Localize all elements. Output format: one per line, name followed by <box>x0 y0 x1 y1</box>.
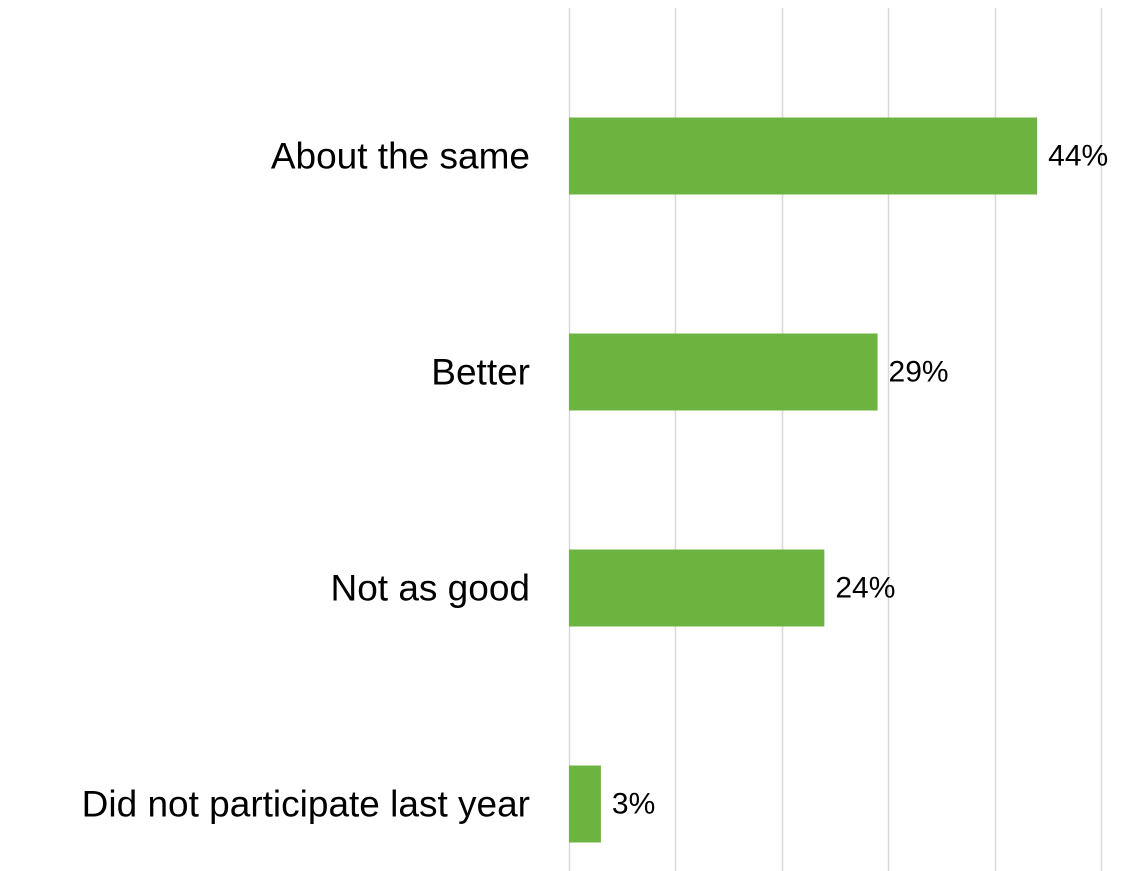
bars <box>569 117 1038 843</box>
category-label: Better <box>431 352 530 393</box>
labels: About the same 44% Better 29% Not as good 24%… <box>82 136 1109 825</box>
data-label: 29% <box>889 356 949 389</box>
category-label: Did not participate last year <box>82 784 530 825</box>
category-label: About the same <box>271 136 530 177</box>
data-label: 3% <box>612 788 655 821</box>
category-label: Not as good <box>330 568 530 609</box>
bar <box>569 333 878 411</box>
bar <box>569 765 601 843</box>
bar <box>569 549 825 627</box>
bar <box>569 117 1038 195</box>
data-label: 24% <box>835 572 895 605</box>
data-label: 44% <box>1048 140 1108 173</box>
